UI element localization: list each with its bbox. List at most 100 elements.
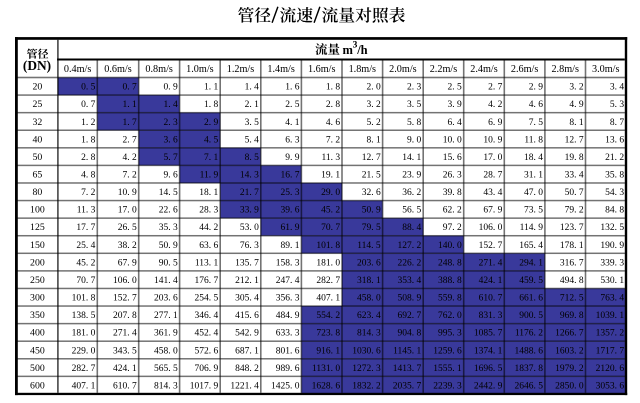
svg-text:3. 9: 3. 9 [448,100,463,110]
svg-text:415. 6: 415. 6 [235,311,259,321]
svg-text:1. 2: 1. 2 [81,118,96,128]
svg-text:600: 600 [30,380,45,391]
svg-text:17. 0: 17. 0 [118,206,137,216]
svg-text:2.6m/s: 2.6m/s [511,64,538,75]
svg-text:661. 6: 661. 6 [519,294,543,304]
svg-text:38. 2: 38. 2 [118,241,137,251]
svg-text:4. 1: 4. 1 [285,118,300,128]
svg-text:45. 2: 45. 2 [76,258,95,268]
svg-text:21. 5: 21. 5 [362,170,381,180]
svg-text:29. 0: 29. 0 [321,188,340,198]
svg-text:294. 1: 294. 1 [519,258,543,268]
svg-text:3.0m/s: 3.0m/s [592,64,619,75]
svg-text:8. 5: 8. 5 [245,153,260,163]
svg-text:9. 9: 9. 9 [285,153,300,163]
svg-text:25: 25 [33,99,43,110]
svg-text:m: m [343,43,354,57]
svg-text:1.8m/s: 1.8m/s [349,64,376,75]
svg-text:3. 6: 3. 6 [163,135,178,145]
svg-text:114. 5: 114. 5 [357,241,381,251]
svg-text:712. 5: 712. 5 [560,294,584,304]
svg-text:79. 2: 79. 2 [565,206,584,216]
svg-text:723. 8: 723. 8 [316,329,340,339]
svg-text:43. 4: 43. 4 [483,188,502,198]
svg-text:989. 6: 989. 6 [276,364,300,374]
svg-text:203. 6: 203. 6 [154,294,178,304]
svg-text:138. 5: 138. 5 [72,311,96,321]
svg-text:203. 6: 203. 6 [357,258,381,268]
svg-text:3: 3 [353,41,358,51]
svg-text:207. 8: 207. 8 [113,311,137,321]
svg-text:19. 1: 19. 1 [321,170,340,180]
svg-text:572. 6: 572. 6 [195,346,219,356]
svg-text:97. 2: 97. 2 [443,223,462,233]
svg-text:4. 9: 4. 9 [569,100,584,110]
svg-text:73. 5: 73. 5 [524,206,543,216]
svg-text:26. 5: 26. 5 [118,223,137,233]
svg-text:14. 1: 14. 1 [402,153,421,163]
svg-text:2. 8: 2. 8 [81,153,96,163]
svg-text:2. 5: 2. 5 [448,83,463,93]
svg-text:343. 5: 343. 5 [113,346,137,356]
svg-text:814. 3: 814. 3 [357,329,381,339]
svg-text:250: 250 [30,275,45,286]
svg-text:407. 1: 407. 1 [72,381,96,391]
svg-text:762. 0: 762. 0 [438,311,462,321]
svg-text:21. 2: 21. 2 [605,153,624,163]
svg-text:282. 7: 282. 7 [316,276,340,286]
svg-text:44. 2: 44. 2 [199,223,218,233]
svg-text:2120. 6: 2120. 6 [596,364,625,374]
svg-text:50: 50 [33,152,43,163]
svg-text:36. 2: 36. 2 [402,188,421,198]
svg-text:1266. 7: 1266. 7 [555,329,584,339]
svg-text:916. 1: 916. 1 [316,346,340,356]
svg-text:11. 9: 11. 9 [200,170,219,180]
svg-text:407. 1: 407. 1 [316,294,340,304]
svg-text:2. 9: 2. 9 [529,83,544,93]
svg-text:1221. 4: 1221. 4 [230,381,259,391]
svg-text:12. 7: 12. 7 [362,153,381,163]
svg-text:113. 1: 113. 1 [195,258,219,268]
svg-text:1272. 3: 1272. 3 [352,364,381,374]
svg-text:1259. 6: 1259. 6 [433,346,462,356]
svg-text:7. 2: 7. 2 [326,135,341,145]
svg-text:2. 3: 2. 3 [407,83,422,93]
svg-text:79. 5: 79. 5 [362,223,381,233]
svg-text:305. 4: 305. 4 [235,294,259,304]
svg-text:15. 6: 15. 6 [443,153,462,163]
svg-text:1145. 1: 1145. 1 [393,346,421,356]
svg-text:623. 4: 623. 4 [357,311,381,321]
svg-text:1039. 1: 1039. 1 [596,311,625,321]
svg-text:8. 1: 8. 1 [569,118,584,128]
svg-text:5. 7: 5. 7 [163,153,178,163]
svg-text:1. 6: 1. 6 [285,83,300,93]
svg-text:114. 9: 114. 9 [520,223,544,233]
svg-text:1. 7: 1. 7 [123,118,138,128]
svg-text:692. 7: 692. 7 [398,311,422,321]
svg-text:848. 2: 848. 2 [235,364,259,374]
svg-text:35. 3: 35. 3 [159,223,178,233]
svg-text:346. 4: 346. 4 [195,311,219,321]
svg-text:45. 2: 45. 2 [321,206,340,216]
svg-text:1. 1: 1. 1 [123,100,138,110]
svg-text:282. 7: 282. 7 [72,364,96,374]
svg-text:500: 500 [30,363,45,374]
svg-text:356. 3: 356. 3 [276,294,300,304]
svg-text:229. 0: 229. 0 [72,346,96,356]
svg-text:150: 150 [30,240,45,251]
svg-text:89. 1: 89. 1 [281,241,300,251]
svg-text:554. 2: 554. 2 [316,311,340,321]
svg-text:458. 0: 458. 0 [357,294,381,304]
svg-text:5. 8: 5. 8 [407,118,422,128]
svg-text:1. 4: 1. 4 [245,83,260,93]
svg-text:4. 5: 4. 5 [204,135,219,145]
svg-text:452. 4: 452. 4 [195,329,219,339]
svg-text:316. 7: 316. 7 [560,258,584,268]
svg-text:2. 3: 2. 3 [163,118,178,128]
svg-text:(DN): (DN) [23,58,51,73]
svg-text:900. 5: 900. 5 [519,311,543,321]
svg-text:178. 1: 178. 1 [560,241,584,251]
svg-text:6. 9: 6. 9 [488,118,503,128]
svg-text:33. 9: 33. 9 [240,206,259,216]
svg-text:450: 450 [30,345,45,356]
